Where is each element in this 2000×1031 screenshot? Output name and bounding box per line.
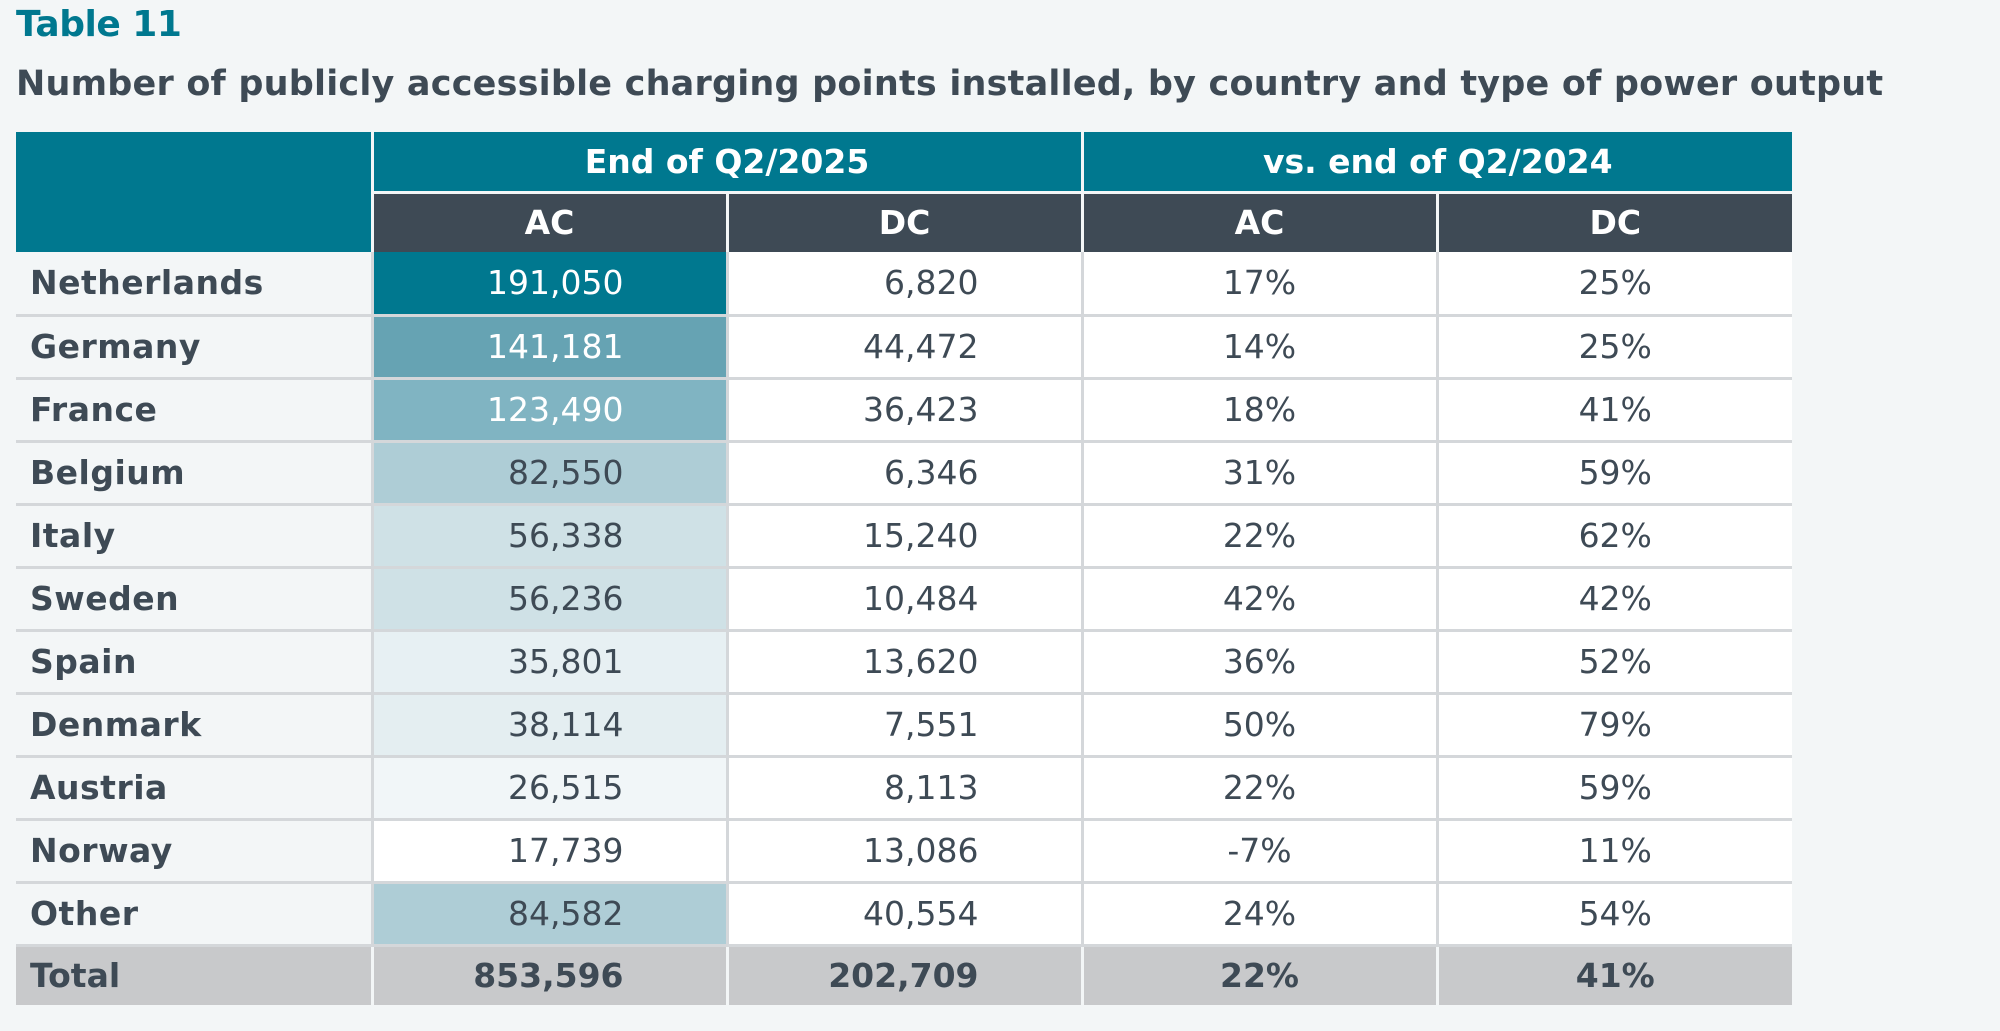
- ac-change-cell: 24%: [1080, 880, 1437, 945]
- dc-value-cell: 13,620: [725, 628, 1082, 693]
- table-row: Belgium 82,550 6,346 31% 59%: [16, 439, 1792, 504]
- dc-value-cell: 40,554: [725, 880, 1082, 945]
- table-row: France 123,490 36,423 18% 41%: [16, 376, 1792, 441]
- dc-change-cell: 25%: [1435, 313, 1792, 378]
- country-cell: France: [16, 376, 372, 441]
- ac-change-cell: 14%: [1080, 313, 1437, 378]
- ac-value-cell: 191,050: [370, 252, 727, 315]
- dc-value-cell: 8,113: [725, 754, 1082, 819]
- dc-change-cell: 41%: [1435, 376, 1792, 441]
- total-row: Total 853,596 202,709 22% 41%: [16, 943, 1792, 1005]
- ac-change-cell: 36%: [1080, 628, 1437, 693]
- group-header-vs-q2-2024: vs. end of Q2/2024: [1080, 132, 1792, 192]
- dc-value-cell: 7,551: [725, 691, 1082, 756]
- table-row: Sweden 56,236 10,484 42% 42%: [16, 565, 1792, 630]
- dc-value-cell: 36,423: [725, 376, 1082, 441]
- table-row: Norway 17,739 13,086 -7% 11%: [16, 817, 1792, 882]
- country-cell: Norway: [16, 817, 372, 882]
- ac-change-cell: 50%: [1080, 691, 1437, 756]
- ac-value-cell: 123,490: [370, 376, 727, 441]
- dc-change-cell: 11%: [1435, 817, 1792, 882]
- table-row: Denmark 38,114 7,551 50% 79%: [16, 691, 1792, 756]
- country-cell: Belgium: [16, 439, 372, 504]
- ac-value-cell: 35,801: [370, 628, 727, 693]
- country-cell: Netherlands: [16, 252, 372, 315]
- table-row: Spain 35,801 13,620 36% 52%: [16, 628, 1792, 693]
- country-cell: Denmark: [16, 691, 372, 756]
- ac-value-cell: 17,739: [370, 817, 727, 882]
- table-row: Italy 56,338 15,240 22% 62%: [16, 502, 1792, 567]
- dc-value-cell: 15,240: [725, 502, 1082, 567]
- table-row: Austria 26,515 8,113 22% 59%: [16, 754, 1792, 819]
- country-cell: Italy: [16, 502, 372, 567]
- ac-change-cell: 17%: [1080, 252, 1437, 315]
- total-dc-cell: 202,709: [725, 943, 1082, 1005]
- dc-value-cell: 6,820: [725, 252, 1082, 315]
- dc-value-cell: 6,346: [725, 439, 1082, 504]
- country-cell: Germany: [16, 313, 372, 378]
- ac-value-cell: 56,338: [370, 502, 727, 567]
- dc-change-cell: 52%: [1435, 628, 1792, 693]
- ac-change-cell: 18%: [1080, 376, 1437, 441]
- table-row: Germany 141,181 44,472 14% 25%: [16, 313, 1792, 378]
- dc-change-cell: 25%: [1435, 252, 1792, 315]
- ac-change-cell: -7%: [1080, 817, 1437, 882]
- total-dc-change-cell: 41%: [1435, 943, 1792, 1005]
- ac-value-cell: 82,550: [370, 439, 727, 504]
- dc-change-cell: 79%: [1435, 691, 1792, 756]
- table-label: Table 11: [16, 4, 182, 45]
- ac-value-cell: 26,515: [370, 754, 727, 819]
- header-corner: [16, 132, 372, 252]
- country-cell: Austria: [16, 754, 372, 819]
- ac-change-cell: 22%: [1080, 754, 1437, 819]
- table-caption: Number of publicly accessible charging p…: [16, 64, 1884, 104]
- subheader-ac-2025: AC: [370, 190, 727, 252]
- total-ac-cell: 853,596: [370, 943, 727, 1005]
- dc-change-cell: 59%: [1435, 754, 1792, 819]
- dc-value-cell: 13,086: [725, 817, 1082, 882]
- dc-change-cell: 59%: [1435, 439, 1792, 504]
- dc-value-cell: 44,472: [725, 313, 1082, 378]
- ac-value-cell: 56,236: [370, 565, 727, 630]
- ac-change-cell: 31%: [1080, 439, 1437, 504]
- table-row: Netherlands 191,050 6,820 17% 25%: [16, 252, 1792, 315]
- ac-value-cell: 38,114: [370, 691, 727, 756]
- ac-value-cell: 141,181: [370, 313, 727, 378]
- subheader-dc-change: DC: [1435, 190, 1792, 252]
- subheader-dc-2025: DC: [725, 190, 1082, 252]
- total-label-cell: Total: [16, 943, 372, 1005]
- table-body: Netherlands 191,050 6,820 17% 25% Germany 141,…: [16, 252, 1792, 1005]
- dc-change-cell: 42%: [1435, 565, 1792, 630]
- dc-value-cell: 10,484: [725, 565, 1082, 630]
- group-header-q2-2025: End of Q2/2025: [370, 132, 1082, 192]
- total-ac-change-cell: 22%: [1080, 943, 1437, 1005]
- ac-change-cell: 22%: [1080, 502, 1437, 567]
- country-cell: Other: [16, 880, 372, 945]
- subheader-ac-change: AC: [1080, 190, 1437, 252]
- ac-change-cell: 42%: [1080, 565, 1437, 630]
- table-row: Other 84,582 40,554 24% 54%: [16, 880, 1792, 945]
- dc-change-cell: 62%: [1435, 502, 1792, 567]
- country-cell: Spain: [16, 628, 372, 693]
- country-cell: Sweden: [16, 565, 372, 630]
- dc-change-cell: 54%: [1435, 880, 1792, 945]
- ac-value-cell: 84,582: [370, 880, 727, 945]
- charging-points-table: End of Q2/2025 vs. end of Q2/2024 AC DC …: [16, 132, 1792, 1005]
